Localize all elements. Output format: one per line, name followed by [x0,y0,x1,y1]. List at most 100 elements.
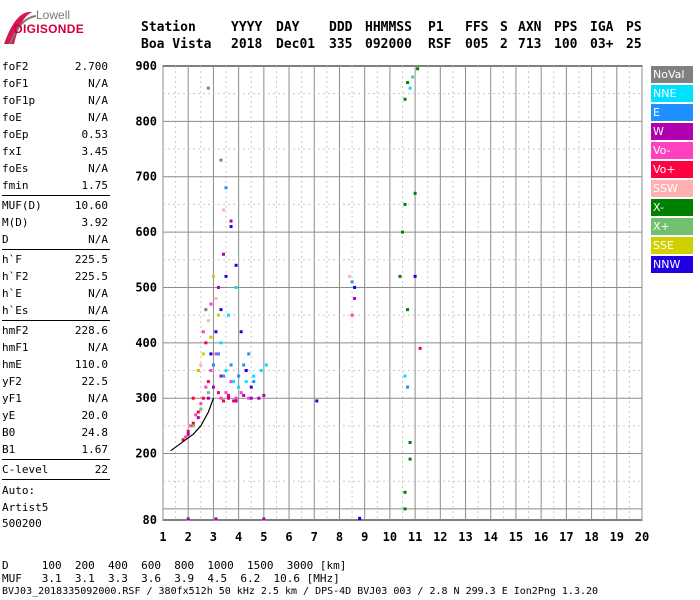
data-point-x [206,391,210,395]
logo-brand-bottom: DIGISONDE [14,22,85,36]
data-point-sse [216,313,220,317]
distance-label: D [2,559,9,572]
x-tick-label: 8 [336,530,343,544]
header-label-ps: PS [626,20,642,35]
data-point-ssw [206,319,210,323]
header-label-ffs: FFS [465,20,489,35]
param-row: hmF2 228.6 [2,324,108,341]
data-point-vo [227,393,231,397]
data-point-nnw [358,516,362,520]
data-point-x [398,274,402,278]
distance-row: D 100 200 400 600 800 1000 1500 3000 [km… [2,559,346,572]
param-name: D [2,233,9,246]
header-value-hhmmss: 092000 [365,37,412,52]
data-point-e [252,380,256,384]
header-label-yyyy: YYYY [231,20,263,35]
param-value: N/A [88,287,108,300]
param-row: foF1p N/A [2,94,108,111]
param-row: h`F2 225.5 [2,270,108,287]
data-point-vo [206,380,210,384]
data-point-w [229,219,233,223]
param-name: h`Es [2,304,29,317]
data-point-sse [196,369,200,373]
data-point-nnw [413,274,417,278]
data-point-nne [259,369,263,373]
y-tick-label: 300 [135,391,157,405]
legend-item-vo: Vo+ [651,161,693,178]
param-row: h`F 225.5 [2,253,108,270]
data-point-w [206,396,210,400]
data-point-vo [234,396,238,400]
data-point-w [216,285,220,289]
param-value: N/A [88,162,108,175]
param-row: D N/A [2,233,108,250]
file-info-footer: BVJ03_2018335092000.RSF / 380fx512h 50 k… [2,586,599,597]
header-label-station: Station [141,20,196,35]
data-point-w [196,416,200,420]
header-label-p1: P1 [428,20,444,35]
muf-values: 3.1 3.1 3.3 3.6 3.9 4.5 6.2 10.6 [41,572,301,585]
y-tick-label: 400 [135,336,157,350]
data-point-noval [219,158,223,162]
data-point-vo [209,302,213,306]
data-point-vo [201,396,205,400]
data-point-nne [232,380,236,384]
header-label-ddd: DDD [329,20,353,35]
param-value: 20.0 [81,409,109,422]
data-point-vo [224,391,228,395]
param-value: 1.75 [81,179,109,192]
param-value: 1.67 [81,443,109,456]
data-point-e [242,363,246,367]
data-point-vo [201,330,205,334]
data-point-nnw [244,369,248,373]
data-point-noval [204,308,208,312]
autoscaler-name: Artist5 [2,501,49,514]
data-point-nnw [209,352,213,356]
param-row: foEp 0.53 [2,128,108,145]
param-name: hmE [2,358,22,371]
data-point-vo [214,352,218,356]
data-point-x [408,457,412,461]
param-name: foF1p [2,94,36,107]
header-value-station: Boa Vista [141,37,212,52]
x-tick-label: 4 [235,530,242,544]
header-value-s: 2 [500,37,508,52]
data-point-w [234,399,238,403]
param-name: hmF2 [2,324,29,337]
data-point-x [199,407,203,411]
param-row: C-level 22 [2,463,108,480]
param-name: yF2 [2,375,22,388]
param-value: 22.5 [81,375,109,388]
header-label-s: S [500,20,508,35]
param-row: foF1 N/A [2,77,108,94]
param-name: yF1 [2,392,22,405]
header-value-axn: 713 [518,37,542,52]
param-value: N/A [88,341,108,354]
param-value: N/A [88,392,108,405]
param-value: N/A [88,111,108,124]
data-point-ssw [214,297,218,301]
y-tick-label: 900 [135,59,157,73]
data-point-nnw [315,399,319,403]
param-row: yF1 N/A [2,392,108,409]
header-value-day: Dec01 [276,37,316,52]
data-point-w [257,396,261,400]
x-tick-label: 12 [433,530,447,544]
param-value: 3.45 [81,145,109,158]
legend-item-x: X+ [651,218,693,235]
x-tick-label: 9 [361,530,368,544]
data-point-x [403,202,407,206]
auto-label: Auto: [2,484,36,497]
data-point-w [242,393,246,397]
data-point-vo [232,399,236,403]
data-point-nnw [229,225,233,229]
x-tick-label: 13 [458,530,472,544]
data-point-vo [181,438,185,442]
header-value-ffs: 005 [465,37,489,52]
data-point-e [350,280,354,284]
param-row: h`Es N/A [2,304,108,321]
data-point-e [211,363,215,367]
data-point-vo [350,313,354,317]
data-point-nnw [219,308,223,312]
